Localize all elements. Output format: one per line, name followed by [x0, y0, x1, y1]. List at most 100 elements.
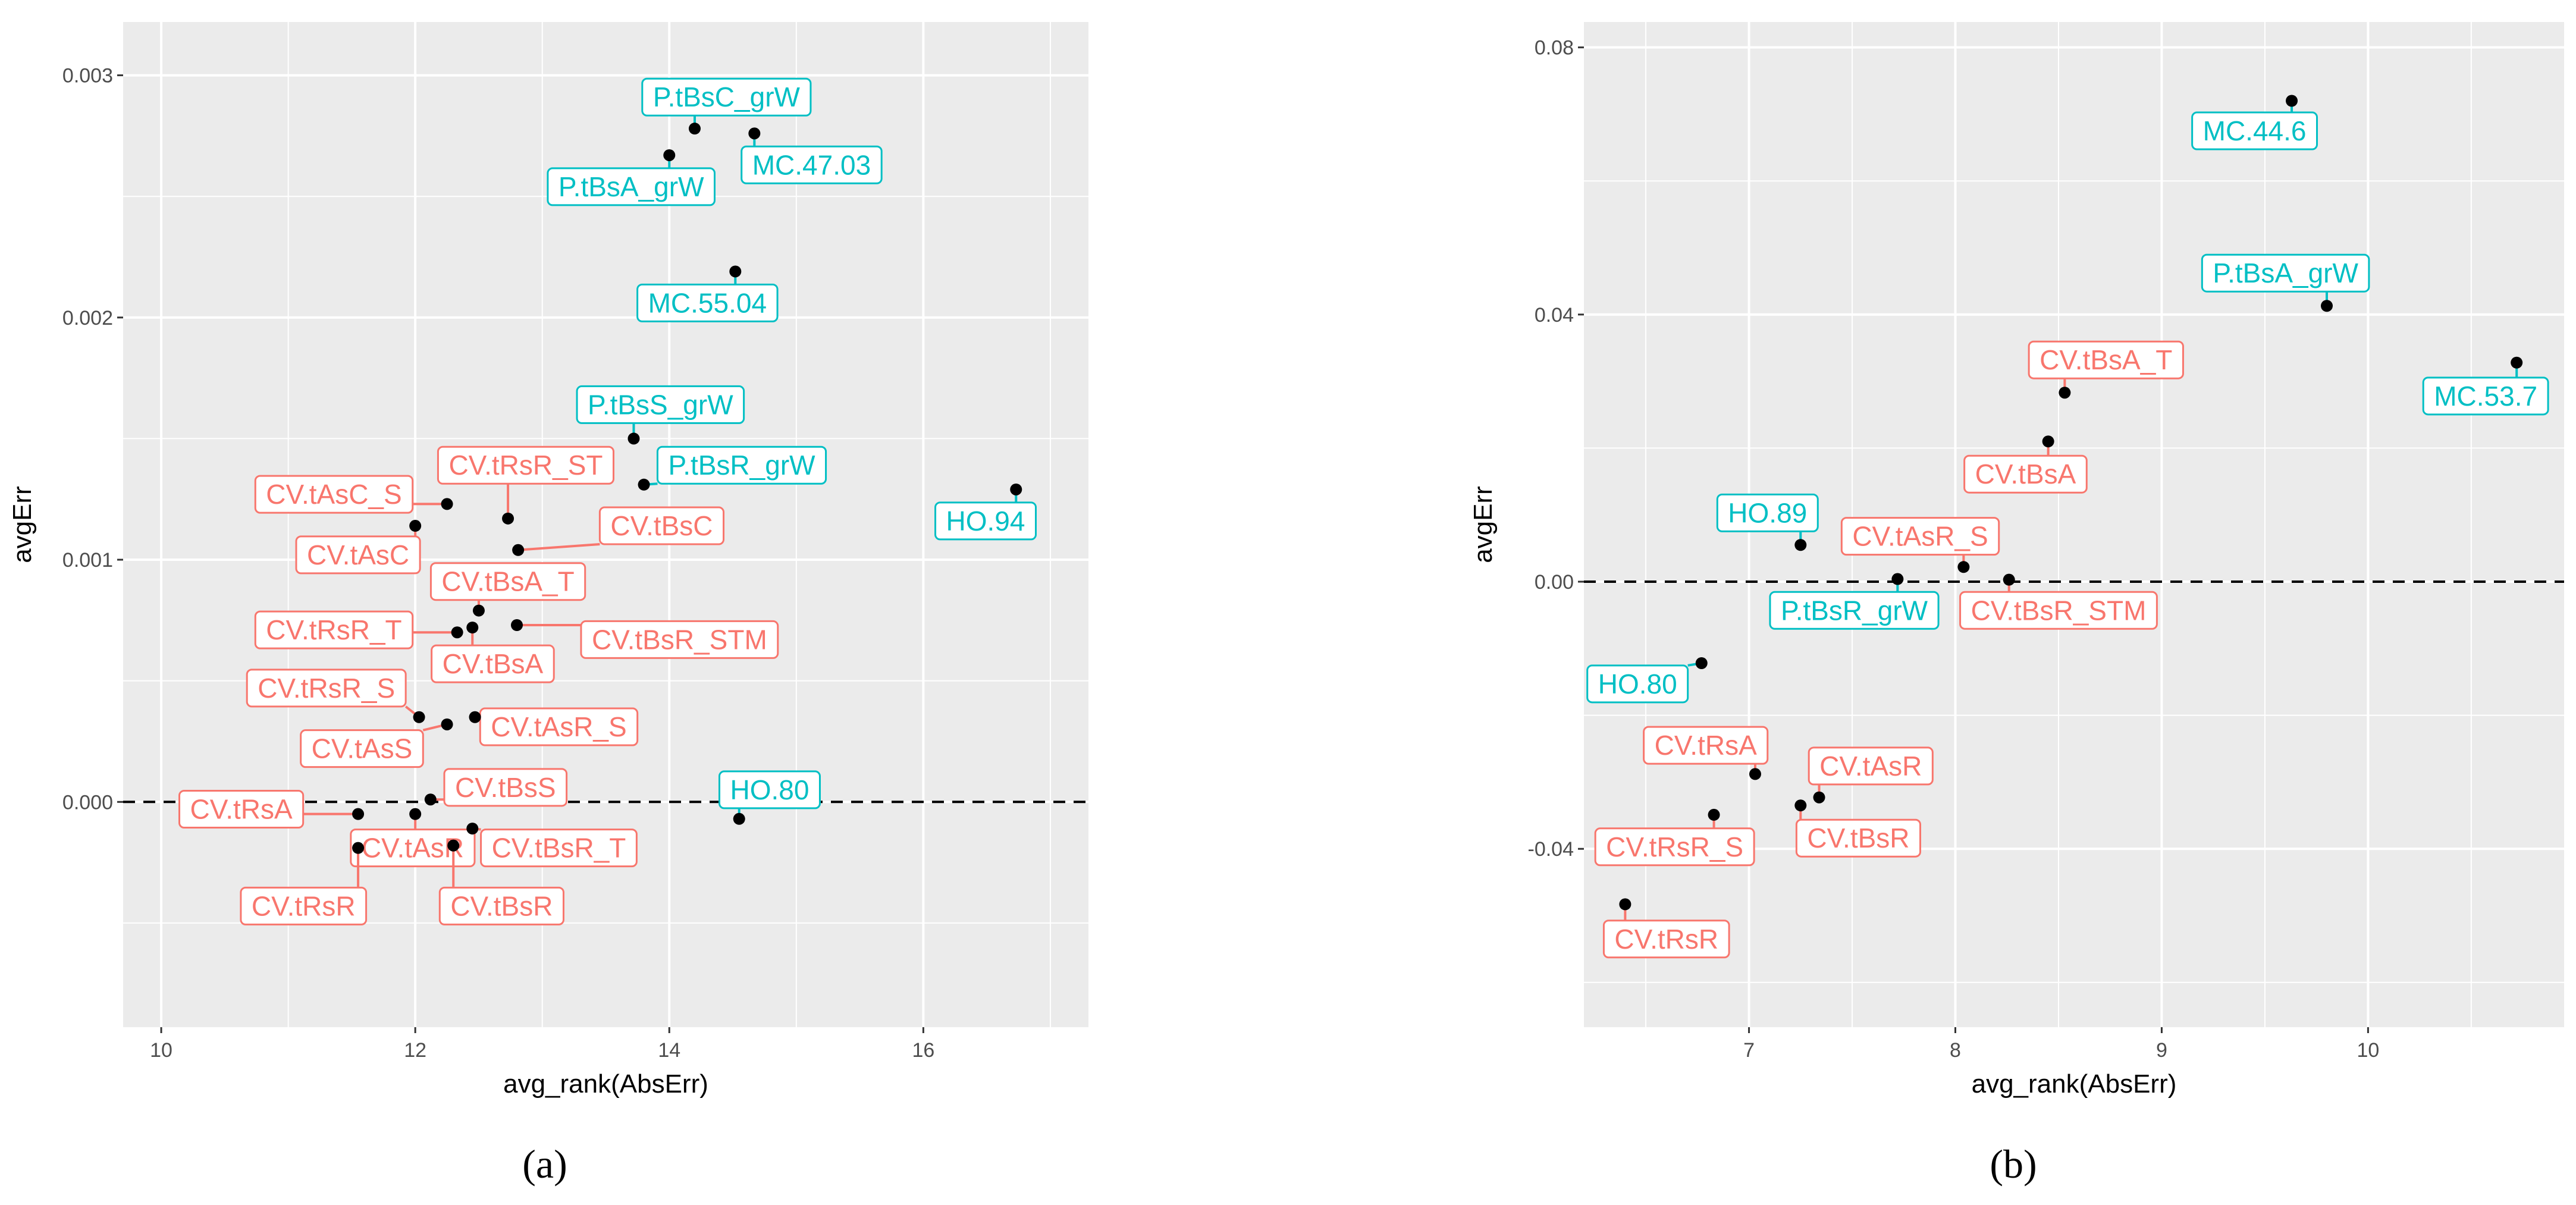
point-marker [1010, 483, 1022, 495]
point-label-p-tbsa-grw: P.tBsA_grW [2213, 258, 2358, 288]
y-tick-label: 0.001 [62, 549, 113, 572]
data-point-cv-trsr-s: CV.tRsR_S [246, 669, 425, 723]
point-marker [1708, 808, 1720, 821]
panel-a: 10 12 14 16 0.000 0.001 0.002 0.003 avg_rank(Abs… [8, 22, 1088, 1187]
point-marker [1695, 657, 1708, 670]
data-point-cv-tbsr: CV.tBsR [1794, 799, 1922, 858]
point-label-mc-47-03: MC.47.03 [752, 149, 871, 180]
y-tick-label: -0.04 [1528, 838, 1574, 861]
panel-b: 7 8 9 10 -0.04 0.00 0.04 0.08 avg_rank(AbsErr) av… [1469, 22, 2564, 1187]
point-label-p-tbsr-grw: P.tBsR_grW [1781, 595, 1928, 626]
y-tick-label: 0.00 [1535, 571, 1574, 594]
label-box [429, 562, 586, 601]
point-marker [663, 149, 676, 161]
data-point-p-tbsa-grw: P.tBsA_grW [547, 149, 716, 206]
point-marker [466, 823, 479, 835]
label-box [431, 644, 555, 683]
point-label-cv-tass: CV.tAsS [312, 733, 413, 764]
point-label-cv-tbsa: CV.tBsA [1975, 459, 2076, 489]
point-label-cv-trsa: CV.tRsA [190, 793, 293, 824]
point-label-cv-trsr-s: CV.tRsR_S [1606, 831, 1743, 862]
point-marker [2286, 95, 2298, 107]
point-label-cv-tbsr-stm: CV.tBsR_STM [592, 624, 767, 655]
point-label-cv-trsr-st: CV.tRsR_ST [448, 450, 603, 481]
label-box [2191, 111, 2318, 150]
panel-caption: (a) [522, 1141, 567, 1187]
point-marker [447, 839, 460, 852]
point-label-p-tbsr-grw: P.tBsR_grW [668, 450, 815, 481]
y-axis-title: avgErr [8, 486, 37, 563]
point-label-cv-tbsa-t: CV.tBsA_T [2040, 344, 2172, 375]
label-box [178, 789, 305, 829]
data-point-cv-tbsr-stm: CV.tBsR_STM [1959, 573, 2158, 630]
point-label-ho-89: HO.89 [1728, 497, 1807, 528]
point-marker [1794, 539, 1807, 551]
data-point-cv-tbsa-t: CV.tBsA_T [429, 562, 586, 617]
y-tick-label: 0.04 [1535, 304, 1574, 327]
point-label-ho-80: HO.80 [730, 774, 809, 805]
data-point-mc-53-7: MC.53.7 [2422, 356, 2549, 416]
point-marker [733, 812, 745, 825]
x-tick-label: 14 [658, 1039, 680, 1062]
point-marker [441, 498, 453, 510]
data-point-cv-tasr-s: CV.tAsR_S [469, 707, 639, 746]
point-label-cv-tbsa-t: CV.tBsA_T [441, 566, 574, 597]
data-point-cv-trsr: CV.tRsR [1602, 898, 1730, 959]
label-box [1716, 493, 1819, 532]
point-label-p-tbsc-grw: P.tBsC_grW [653, 81, 801, 112]
point-marker [469, 711, 481, 723]
label-box [1643, 726, 1769, 765]
label-box [254, 475, 414, 514]
data-point-ho-80: HO.80 [1586, 657, 1708, 704]
point-label-cv-trsr-t: CV.tRsR_T [266, 614, 401, 645]
label-box [1586, 664, 1689, 704]
point-marker [352, 808, 365, 820]
point-marker [352, 842, 365, 854]
point-marker [2003, 573, 2015, 586]
data-point-p-tbsr-grw: P.tBsR_grW [638, 445, 827, 491]
label-box [350, 829, 476, 868]
point-marker [472, 604, 485, 617]
point-label-cv-tasr: CV.tAsR [1819, 751, 1922, 782]
data-point-cv-trsr-st: CV.tRsR_ST [437, 445, 614, 525]
label-box [2201, 253, 2370, 293]
point-marker [2059, 387, 2071, 399]
point-label-cv-tasr: CV.tAsR [362, 833, 464, 864]
label-box [443, 768, 568, 807]
label-box [636, 283, 779, 322]
point-marker [502, 512, 514, 525]
label-box [741, 145, 883, 184]
data-point-cv-trsa: CV.tRsA [178, 789, 365, 829]
point-marker [1619, 898, 1631, 911]
data-point-mc-47-03: MC.47.03 [741, 127, 883, 184]
label-box [1808, 746, 1934, 786]
point-marker [511, 619, 523, 631]
point-marker [441, 718, 453, 730]
x-tick-label: 12 [404, 1039, 426, 1062]
point-marker [2042, 435, 2054, 448]
label-box [580, 620, 779, 659]
data-point-cv-trsr-s: CV.tRsR_S [1594, 808, 1755, 867]
point-label-mc-53-7: MC.53.7 [2434, 381, 2537, 412]
point-marker [1813, 791, 1825, 804]
point-label-mc-44-6: MC.44.6 [2203, 115, 2307, 146]
label-box [2422, 376, 2549, 416]
data-point-ho-89: HO.89 [1716, 493, 1819, 551]
point-marker [729, 265, 742, 278]
point-label-cv-tbsr: CV.tBsR [450, 890, 553, 921]
data-point-cv-tbsa-t: CV.tBsA_T [2028, 340, 2184, 399]
data-point-cv-tasr-s: CV.tAsR_S [1840, 517, 2000, 573]
data-point-mc-55-04: MC.55.04 [636, 265, 779, 322]
label-box [254, 610, 414, 649]
data-point-ho-94: HO.94 [934, 483, 1037, 541]
data-point-cv-trsr: CV.tRsR [240, 842, 368, 925]
label-box [480, 829, 638, 868]
data-point-cv-tbss: CV.tBsS [424, 768, 568, 807]
label-box [1769, 591, 1940, 630]
point-label-ho-80: HO.80 [1598, 669, 1677, 699]
y-tick-label: 0.08 [1535, 37, 1574, 59]
point-label-cv-tasr-s: CV.tAsR_S [1852, 521, 1988, 552]
x-axis-title: avg_rank(AbsErr) [1972, 1069, 2177, 1099]
point-marker [409, 808, 422, 820]
